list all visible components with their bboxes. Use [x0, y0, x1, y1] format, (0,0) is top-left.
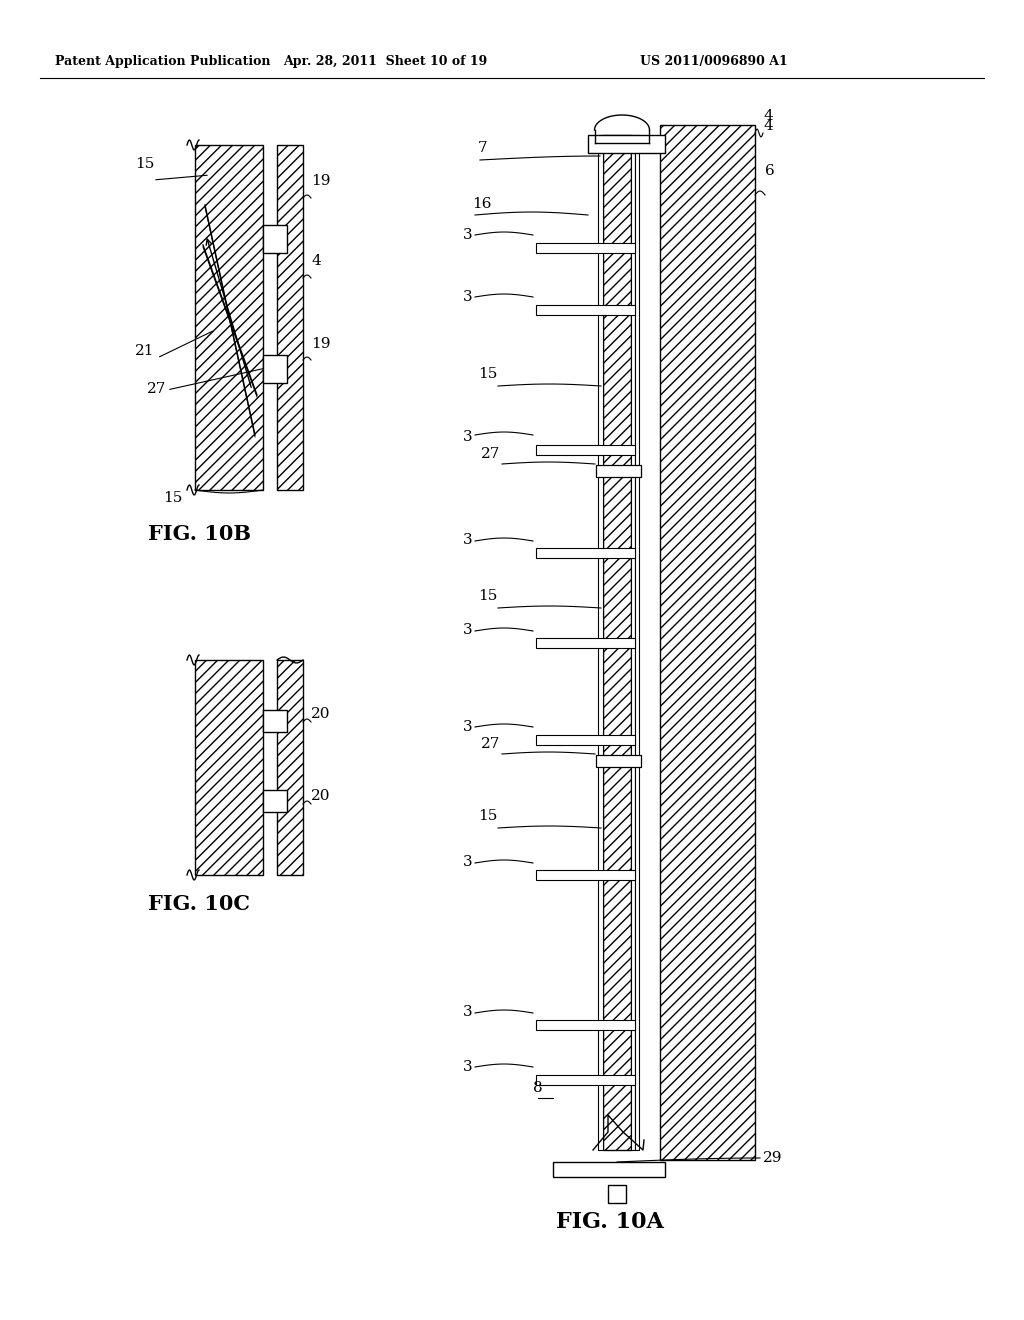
Text: 3: 3 [463, 533, 472, 546]
Bar [598, 135, 603, 1150]
Bar [536, 548, 635, 558]
Bar [596, 465, 641, 477]
Bar [278, 145, 303, 490]
Text: 15: 15 [135, 157, 155, 172]
Text: 3: 3 [463, 1005, 472, 1019]
Text: 20: 20 [311, 708, 331, 721]
Text: FIG. 10A: FIG. 10A [556, 1210, 664, 1233]
Bar [536, 305, 635, 315]
Text: 15: 15 [477, 589, 497, 603]
Text: 19: 19 [311, 337, 331, 351]
Text: 3: 3 [463, 623, 472, 638]
Bar [263, 224, 287, 253]
Bar [635, 135, 639, 1150]
Text: 7: 7 [478, 141, 487, 154]
Bar [631, 135, 635, 1150]
Bar [536, 1074, 635, 1085]
Text: 3: 3 [463, 1060, 472, 1074]
Bar [536, 445, 635, 455]
Bar [263, 710, 287, 733]
Text: 20: 20 [311, 789, 331, 803]
Text: Apr. 28, 2011  Sheet 10 of 19: Apr. 28, 2011 Sheet 10 of 19 [283, 55, 487, 69]
Text: 15: 15 [163, 491, 182, 506]
Text: 4: 4 [311, 253, 321, 268]
Bar [608, 1185, 626, 1203]
Bar [195, 145, 263, 490]
Bar [596, 755, 641, 767]
Text: 27: 27 [480, 447, 500, 461]
Bar [536, 1020, 635, 1030]
Bar [588, 135, 665, 153]
Text: 3: 3 [463, 855, 472, 869]
Text: Patent Application Publication: Patent Application Publication [55, 55, 270, 69]
Text: US 2011/0096890 A1: US 2011/0096890 A1 [640, 55, 787, 69]
Bar [195, 660, 263, 875]
Text: 3: 3 [463, 719, 472, 734]
Bar [536, 735, 635, 744]
Text: 6: 6 [765, 164, 775, 178]
Text: 3: 3 [463, 430, 472, 444]
Text: 27: 27 [480, 737, 500, 751]
Text: 16: 16 [472, 197, 492, 211]
Text: 4: 4 [763, 119, 773, 133]
Text: 4: 4 [763, 110, 773, 123]
Bar [536, 870, 635, 880]
Text: 19: 19 [311, 174, 331, 187]
Bar [536, 243, 635, 253]
Bar [263, 355, 287, 383]
Text: 29: 29 [763, 1151, 782, 1166]
Text: 15: 15 [477, 367, 497, 381]
Bar [278, 660, 303, 875]
Bar [263, 789, 287, 812]
Bar [660, 125, 755, 1160]
Text: FIG. 10B: FIG. 10B [148, 524, 251, 544]
Bar [553, 1162, 665, 1177]
Text: 21: 21 [135, 345, 155, 358]
Text: FIG. 10C: FIG. 10C [148, 894, 250, 913]
Bar [603, 135, 631, 1150]
Text: 8: 8 [534, 1081, 543, 1096]
Bar [536, 638, 635, 648]
Text: 3: 3 [463, 290, 472, 304]
Text: 15: 15 [477, 809, 497, 822]
Text: 3: 3 [463, 228, 472, 242]
Text: 27: 27 [147, 381, 166, 396]
